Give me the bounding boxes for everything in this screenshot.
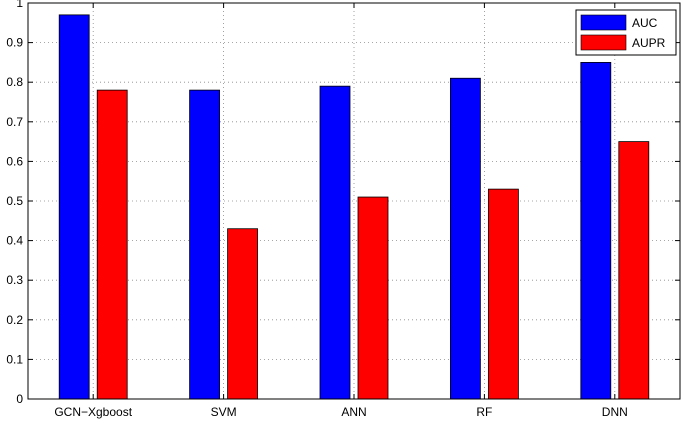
x-tick-label: ANN <box>341 405 366 419</box>
y-tick-label: 1 <box>16 0 23 10</box>
y-tick-label: 0.6 <box>6 154 23 168</box>
bar-auc-2 <box>319 85 351 400</box>
bars <box>58 14 650 400</box>
bar-aupr-2 <box>357 196 389 400</box>
x-tick-label: GCN−Xgboost <box>54 405 132 419</box>
y-tick-label: 0.9 <box>6 36 23 50</box>
y-tick-label: 0.2 <box>6 313 23 327</box>
legend-label-auc: AUC <box>632 16 658 30</box>
legend-label-aupr: AUPR <box>632 36 666 50</box>
y-tick-label: 0.4 <box>6 234 23 248</box>
legend-swatch-auc <box>580 14 627 31</box>
y-tick-label: 0.1 <box>6 352 23 366</box>
legend-swatch-aupr <box>580 34 627 51</box>
y-tick-label: 0.8 <box>6 75 23 89</box>
bar-auc-0 <box>58 14 90 400</box>
bar-auc-1 <box>189 89 221 400</box>
y-tick-label: 0 <box>16 392 23 406</box>
bar-aupr-0 <box>96 89 128 400</box>
bar-aupr-4 <box>618 141 650 400</box>
bar-aupr-1 <box>227 228 259 400</box>
bar-auc-4 <box>580 62 612 400</box>
y-tick-label: 0.5 <box>6 194 23 208</box>
x-axis-ticks: GCN−Xgboost SVM ANN RF DNN <box>54 3 628 419</box>
legend: AUC AUPR <box>575 9 677 56</box>
grid-lines <box>28 3 680 399</box>
x-tick-label: RF <box>476 405 492 419</box>
bar-auc-3 <box>449 77 481 400</box>
y-tick-label: 0.3 <box>6 273 23 287</box>
x-tick-label: DNN <box>602 405 628 419</box>
y-axis-ticks: 0 0.1 0.2 0.3 0.4 0.5 0.6 0.7 0.8 0.9 1 <box>6 0 680 406</box>
bar-aupr-3 <box>487 188 519 400</box>
y-tick-label: 0.7 <box>6 115 23 129</box>
x-tick-label: SVM <box>211 405 237 419</box>
